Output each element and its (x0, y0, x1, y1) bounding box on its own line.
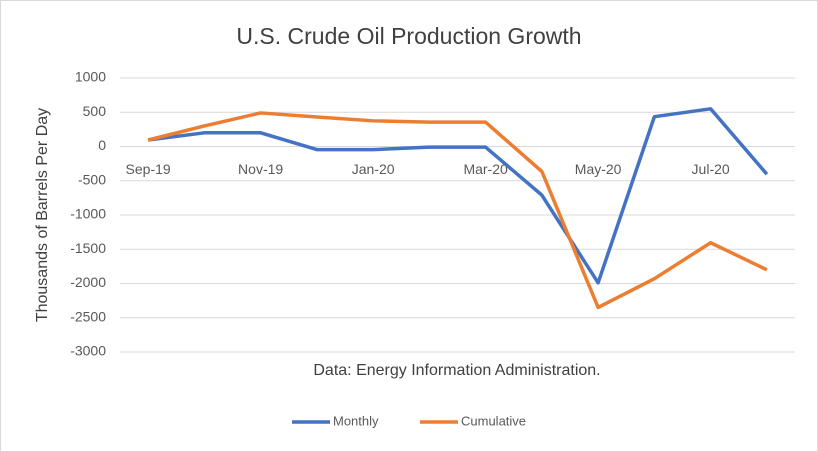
x-tick-label: Nov-19 (238, 161, 283, 177)
x-tick-label: Jan-20 (352, 161, 395, 177)
x-tick-label: May-20 (575, 161, 622, 177)
y-tick-label: -1500 (70, 240, 106, 256)
annotation: Data: Energy Information Administration. (313, 362, 600, 379)
y-tick-label: -3000 (70, 343, 106, 359)
legend-label: Monthly (333, 413, 379, 428)
y-tick-label: -500 (78, 171, 106, 187)
series-line (147, 107, 769, 285)
y-tick-label: 500 (83, 103, 107, 119)
y-tick-label: 1000 (75, 69, 106, 85)
y-tick-label: -2500 (70, 308, 106, 324)
y-tick-label: -1000 (70, 206, 106, 222)
chart-title: U.S. Crude Oil Production Growth (236, 23, 581, 49)
x-tick-label: Jul-20 (692, 161, 730, 177)
x-tick-label: Sep-19 (126, 161, 171, 177)
y-tick-label: -2000 (70, 274, 106, 290)
series-line (147, 111, 768, 310)
x-tick-label: Mar-20 (463, 161, 508, 177)
y-tick-label: 0 (98, 137, 106, 153)
y-axis-label: Thousands of Barrels Per Day (34, 108, 51, 322)
legend-label: Cumulative (461, 413, 526, 428)
